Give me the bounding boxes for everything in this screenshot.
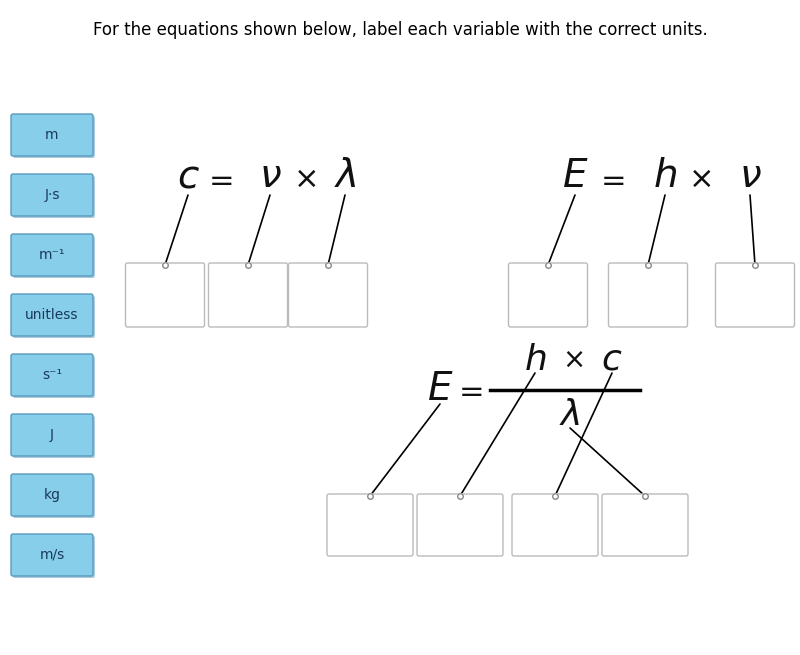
FancyBboxPatch shape xyxy=(11,114,93,156)
Text: unitless: unitless xyxy=(26,308,78,322)
Text: $\lambda$: $\lambda$ xyxy=(559,398,581,432)
FancyBboxPatch shape xyxy=(13,476,95,518)
FancyBboxPatch shape xyxy=(11,414,93,456)
Text: $c$: $c$ xyxy=(602,343,622,377)
FancyBboxPatch shape xyxy=(13,236,95,278)
FancyBboxPatch shape xyxy=(13,416,95,458)
Text: J: J xyxy=(50,428,54,442)
FancyBboxPatch shape xyxy=(126,263,205,327)
FancyBboxPatch shape xyxy=(417,494,503,556)
Text: $h$: $h$ xyxy=(653,158,677,195)
Text: $h$: $h$ xyxy=(524,343,546,377)
FancyBboxPatch shape xyxy=(13,536,95,578)
Text: J·s: J·s xyxy=(44,188,60,202)
FancyBboxPatch shape xyxy=(11,234,93,276)
Text: s⁻¹: s⁻¹ xyxy=(42,368,62,382)
Text: $=$: $=$ xyxy=(595,164,625,195)
FancyBboxPatch shape xyxy=(512,494,598,556)
Text: $\lambda$: $\lambda$ xyxy=(334,158,356,195)
FancyBboxPatch shape xyxy=(11,534,93,576)
Text: For the equations shown below, label each variable with the correct units.: For the equations shown below, label eac… xyxy=(93,21,707,39)
FancyBboxPatch shape xyxy=(209,263,287,327)
Text: kg: kg xyxy=(43,488,61,502)
FancyBboxPatch shape xyxy=(602,494,688,556)
Text: $\nu$: $\nu$ xyxy=(738,158,762,195)
FancyBboxPatch shape xyxy=(289,263,367,327)
Text: m/s: m/s xyxy=(39,548,65,562)
Text: m: m xyxy=(46,128,58,142)
Text: $=$: $=$ xyxy=(453,375,483,405)
FancyBboxPatch shape xyxy=(13,116,95,158)
Text: $\nu$: $\nu$ xyxy=(258,158,282,195)
Text: $\times$: $\times$ xyxy=(562,346,584,373)
FancyBboxPatch shape xyxy=(327,494,413,556)
FancyBboxPatch shape xyxy=(715,263,794,327)
FancyBboxPatch shape xyxy=(11,174,93,216)
Text: m⁻¹: m⁻¹ xyxy=(38,248,66,262)
FancyBboxPatch shape xyxy=(11,294,93,336)
Text: $E$: $E$ xyxy=(426,371,454,409)
Text: $c$: $c$ xyxy=(177,158,199,195)
Text: $\times$: $\times$ xyxy=(688,164,712,195)
FancyBboxPatch shape xyxy=(13,176,95,218)
FancyBboxPatch shape xyxy=(609,263,687,327)
FancyBboxPatch shape xyxy=(509,263,587,327)
Text: $=$: $=$ xyxy=(203,164,233,195)
Text: $\times$: $\times$ xyxy=(294,164,317,195)
FancyBboxPatch shape xyxy=(11,474,93,516)
FancyBboxPatch shape xyxy=(11,354,93,396)
Text: $E$: $E$ xyxy=(562,158,588,195)
FancyBboxPatch shape xyxy=(13,356,95,398)
FancyBboxPatch shape xyxy=(13,296,95,338)
